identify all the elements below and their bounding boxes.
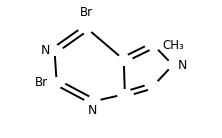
Text: Br: Br bbox=[35, 76, 48, 89]
Text: N: N bbox=[88, 104, 98, 117]
Text: N: N bbox=[178, 59, 187, 71]
Text: CH₃: CH₃ bbox=[162, 39, 184, 52]
Text: Br: Br bbox=[80, 6, 93, 19]
Text: N: N bbox=[40, 44, 50, 57]
